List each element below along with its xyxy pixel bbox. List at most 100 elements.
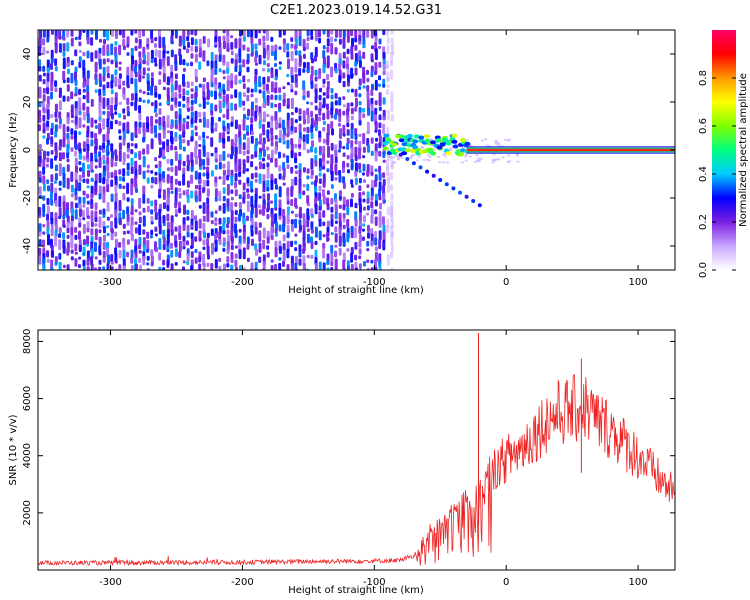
noise-cell	[374, 36, 378, 42]
noise-cell	[371, 83, 374, 91]
noise-cell	[114, 209, 118, 220]
noise-cell	[354, 227, 358, 239]
noise-cell	[326, 237, 330, 241]
noise-cell	[130, 101, 134, 107]
noise-cell	[378, 61, 382, 68]
noise-cell	[103, 38, 106, 45]
noise-cell	[47, 185, 50, 192]
noise-cell	[230, 58, 234, 64]
noise-cell	[390, 211, 394, 222]
noise-cell	[74, 93, 78, 97]
noise-cell	[90, 52, 94, 62]
noise-cell	[114, 192, 118, 202]
noise-cell	[122, 122, 126, 133]
noise-cell	[150, 170, 154, 174]
noise-cell	[218, 117, 221, 122]
noise-cell	[82, 209, 85, 218]
noise-cell	[378, 99, 382, 107]
noise-cell	[354, 30, 358, 39]
noise-cell	[322, 165, 325, 170]
noise-cell	[62, 152, 65, 160]
noise-cell	[102, 30, 106, 38]
noise-cell	[138, 250, 142, 254]
noise-cell	[234, 229, 238, 239]
noise-cell	[298, 193, 302, 200]
noise-cell	[178, 251, 182, 258]
noise-cell	[270, 72, 274, 78]
y-tick-label: 20	[22, 96, 33, 109]
noise-cell	[170, 158, 174, 166]
noise-cell	[342, 30, 346, 38]
noise-cell	[86, 221, 90, 231]
noise-cell	[226, 128, 230, 132]
noise-cell	[58, 100, 62, 111]
noise-cell	[106, 184, 110, 193]
noise-cell	[226, 80, 230, 92]
noise-cell	[354, 67, 358, 76]
noise-cell	[130, 149, 134, 155]
noise-cell	[382, 224, 386, 234]
noise-cell	[182, 39, 186, 46]
noise-cell	[118, 142, 122, 151]
noise-cell	[282, 153, 286, 158]
noise-cell	[66, 117, 70, 125]
noise-cell	[66, 164, 70, 172]
noise-cell	[162, 189, 166, 200]
noise-cell	[246, 116, 250, 121]
noise-cell	[62, 201, 66, 210]
noise-cell	[238, 201, 242, 209]
noise-cell	[134, 84, 138, 94]
noise-cell	[79, 208, 82, 218]
noise-cell	[162, 141, 166, 152]
noise-cell	[86, 113, 90, 124]
noise-cell	[194, 119, 198, 124]
noise-cell	[382, 179, 386, 187]
noise-cell	[274, 87, 278, 94]
noise-cell	[158, 58, 162, 70]
noise-cell	[198, 237, 202, 241]
noise-cell	[238, 64, 242, 73]
branch-blob	[444, 182, 449, 187]
noise-cell	[94, 256, 98, 260]
noise-cell	[262, 204, 265, 216]
noise-cell	[102, 89, 106, 97]
noise-cell	[186, 240, 189, 246]
noise-cell	[242, 59, 246, 68]
noise-cell	[158, 30, 161, 38]
noise-cell	[230, 196, 234, 201]
noise-cell	[174, 67, 178, 71]
noise-cell	[74, 101, 78, 111]
noise-cell	[247, 108, 250, 117]
noise-cell	[382, 123, 386, 135]
noise-cell	[182, 217, 186, 227]
noise-cell	[222, 30, 226, 34]
noise-cell	[362, 223, 366, 227]
noise-cell	[338, 204, 342, 209]
noise-cell	[242, 247, 246, 260]
noise-cell	[338, 140, 342, 149]
noise-cell	[42, 107, 46, 114]
noise-cell	[318, 116, 321, 122]
noise-cell	[270, 115, 274, 122]
noise-cell	[150, 229, 154, 236]
noise-cell	[322, 138, 326, 144]
noise-cell	[190, 30, 194, 35]
noise-cell	[90, 204, 94, 208]
noise-cell	[326, 168, 330, 173]
noise-cell	[86, 91, 90, 103]
noise-cell	[207, 38, 210, 48]
noise-cell	[90, 248, 94, 258]
noise-cell	[322, 269, 325, 270]
noise-cell	[130, 216, 134, 227]
noise-cell	[94, 202, 98, 211]
noise-cell	[306, 114, 310, 124]
noise-cell	[182, 81, 186, 88]
noise-cell	[326, 260, 330, 266]
noise-cell	[374, 48, 378, 61]
noise-cell	[106, 171, 110, 179]
noise-cell	[158, 132, 162, 141]
noise-cell	[82, 224, 86, 234]
noise-cell	[330, 261, 334, 267]
noise-cell	[370, 150, 374, 156]
noise-cell	[274, 135, 278, 140]
